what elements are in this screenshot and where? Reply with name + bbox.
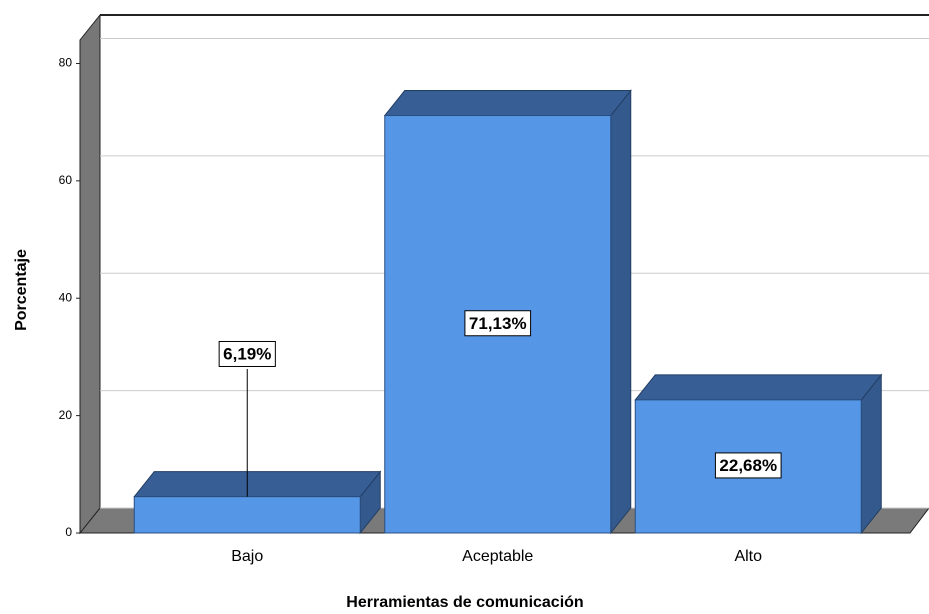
value-label: 71,13% — [469, 314, 527, 333]
bar — [133, 496, 361, 534]
x-tick-label: Alto — [734, 548, 762, 565]
y-tick-label: 60 — [59, 173, 73, 187]
bar-side — [610, 89, 632, 535]
left-wall — [79, 13, 101, 535]
x-axis-title: Herramientas de comunicación — [346, 594, 583, 611]
value-label: 22,68% — [719, 456, 777, 475]
y-tick-label: 20 — [59, 408, 73, 422]
bar-side — [860, 373, 882, 535]
value-label-box: 22,68% — [714, 452, 782, 479]
bar-top — [133, 471, 382, 498]
value-label: 6,19% — [223, 344, 271, 363]
bar-top — [634, 374, 883, 401]
label-bg — [218, 340, 276, 367]
y-axis-title: Porcentaje — [13, 249, 30, 331]
y-tick-label: 0 — [65, 525, 72, 539]
label-bg — [464, 310, 532, 337]
value-label-box: 6,19% — [218, 340, 276, 367]
x-tick-label: Bajo — [231, 548, 263, 565]
label-bg — [714, 452, 782, 479]
y-tick-label: 80 — [59, 56, 73, 70]
bar-top — [383, 90, 632, 117]
value-label-box: 71,13% — [464, 310, 532, 337]
y-tick-label: 40 — [59, 290, 73, 304]
x-tick-label: Aceptable — [462, 548, 533, 565]
